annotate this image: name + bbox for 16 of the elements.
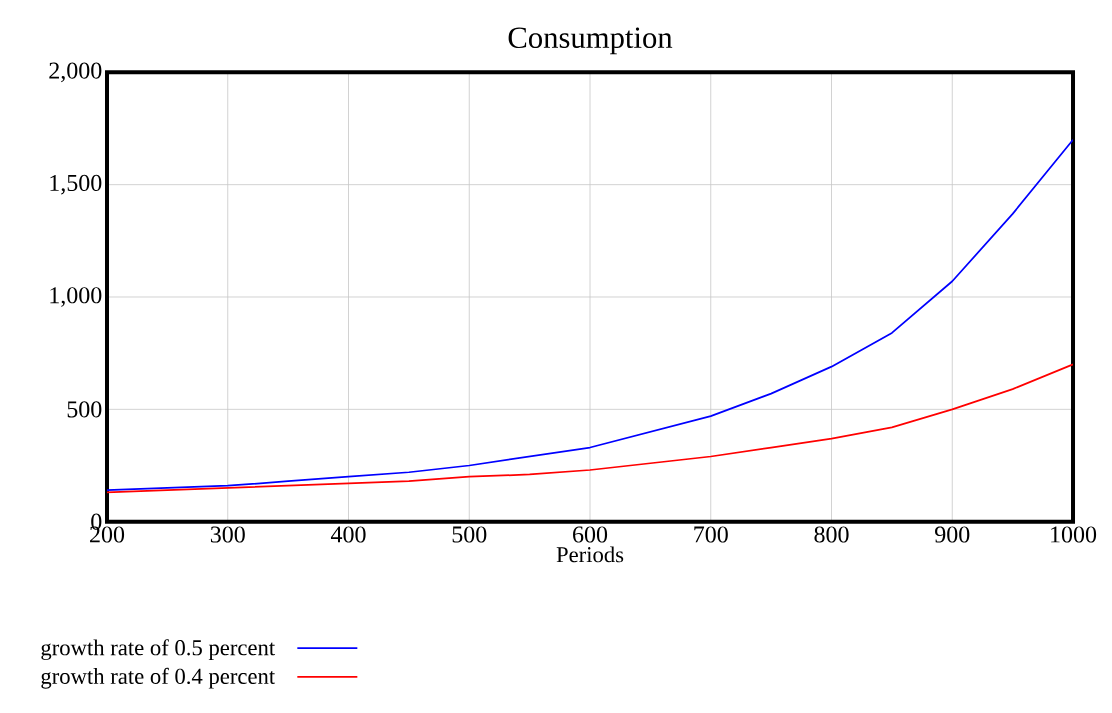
chart-title: Consumption: [508, 27, 673, 55]
x-tick-label: 900: [935, 526, 970, 543]
x-axis-title: Periods: [556, 546, 624, 563]
legend-label: growth rate of 0.5 percent: [41, 639, 276, 661]
x-tick-label: 400: [330, 526, 366, 543]
y-tick-label: 500: [67, 401, 102, 418]
y-tick-label: 2,000: [49, 62, 102, 83]
x-tick-label: 1000: [1051, 526, 1097, 543]
legend-label: growth rate of 0.4 percent: [41, 667, 276, 689]
x-tick-label: 600: [573, 526, 608, 543]
y-tick-label: 1,000: [50, 287, 102, 307]
x-tick-label: 500: [452, 526, 487, 543]
y-tick-label: 1,500: [50, 174, 102, 195]
x-tick-label: 300: [210, 526, 245, 543]
x-tick-label: 700: [694, 526, 728, 543]
x-tick-label: 800: [814, 526, 849, 543]
